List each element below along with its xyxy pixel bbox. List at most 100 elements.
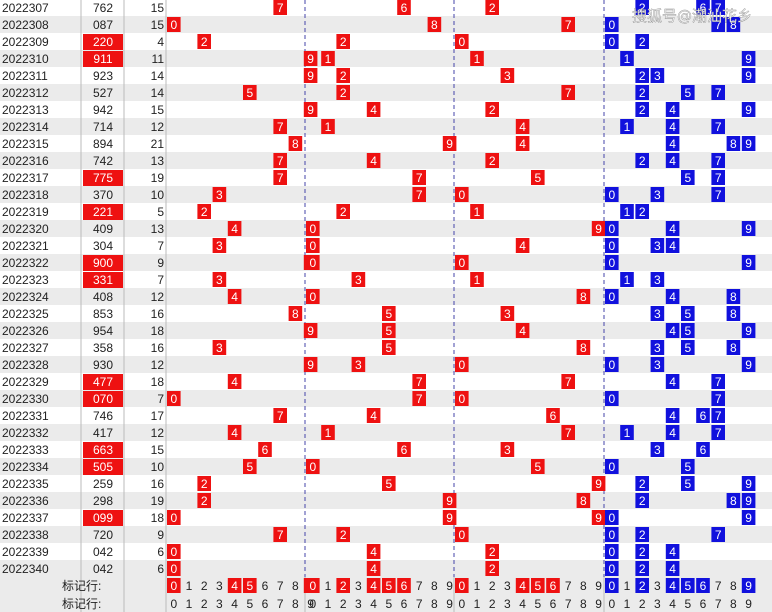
period-cell: 2022336 <box>2 494 49 508</box>
sum-cell: 7 <box>157 392 164 406</box>
digit-marker <box>273 408 287 423</box>
digit-marker-label: 2 <box>201 205 208 219</box>
digit-marker <box>382 340 396 355</box>
digit-marker-label: 7 <box>416 375 423 389</box>
footer-marker-digit: 5 <box>684 579 691 593</box>
digit-marker <box>726 17 741 32</box>
digit-marker <box>321 119 335 134</box>
digit-marker <box>243 85 257 100</box>
digit-marker <box>366 153 381 168</box>
footer-index-digit: 5 <box>246 597 253 611</box>
digit-marker-label: 2 <box>340 35 347 49</box>
digit-marker <box>605 391 619 406</box>
digit-marker-label: 3 <box>504 69 511 83</box>
row-background <box>0 152 772 169</box>
number-cell: 099 <box>93 511 113 525</box>
footer-index-digit: 3 <box>654 597 661 611</box>
sum-cell: 10 <box>151 188 165 202</box>
digit-marker-label: 0 <box>170 545 177 559</box>
footer-index-digit: 4 <box>669 597 676 611</box>
digit-marker <box>412 187 426 202</box>
footer-index-digit: 0 <box>608 597 615 611</box>
digit-marker <box>412 391 426 406</box>
digit-marker <box>561 17 575 32</box>
sum-cell: 16 <box>151 341 165 355</box>
footer-marker-digit: 8 <box>730 579 737 593</box>
digit-marker <box>273 119 287 134</box>
digit-marker <box>531 170 545 185</box>
digit-marker-label: 7 <box>416 392 423 406</box>
digit-marker-label: 8 <box>292 307 299 321</box>
footer-index-digit: 7 <box>277 597 284 611</box>
number-cell: 762 <box>93 1 113 15</box>
digit-marker <box>288 306 303 321</box>
digit-marker-label: 2 <box>639 205 646 219</box>
digit-marker-label: 9 <box>745 494 752 508</box>
digit-marker-label: 2 <box>639 86 646 100</box>
digit-marker-label: 2 <box>639 69 646 83</box>
digit-marker <box>288 136 303 151</box>
sum-cell: 7 <box>157 273 164 287</box>
digit-marker-label: 4 <box>669 375 676 389</box>
digit-marker-label: 0 <box>608 460 615 474</box>
digit-marker-label: 9 <box>307 324 314 338</box>
footer-index-digit: 6 <box>262 597 269 611</box>
digit-marker-label: 6 <box>401 1 408 15</box>
digit-marker <box>681 85 695 100</box>
digit-marker-label: 7 <box>416 188 423 202</box>
number-cell: 911 <box>93 52 112 66</box>
digit-marker-label: 0 <box>458 358 465 372</box>
digit-marker <box>741 51 756 66</box>
footer-marker-digit: 2 <box>340 579 347 593</box>
footer-marker-digit: 0 <box>170 579 177 593</box>
digit-marker-label: 8 <box>730 307 737 321</box>
digit-marker-label: 5 <box>385 477 392 491</box>
digit-marker-label: 0 <box>309 256 316 270</box>
digit-marker-label: 9 <box>745 52 752 66</box>
digit-marker <box>605 527 619 542</box>
digit-marker-label: 2 <box>340 528 347 542</box>
footer-index-digit: 3 <box>216 597 223 611</box>
digit-marker-label: 1 <box>474 205 481 219</box>
footer-index-digit: 0 <box>458 597 465 611</box>
digit-marker-label: 2 <box>639 494 646 508</box>
digit-marker-label: 8 <box>730 18 737 32</box>
digit-marker <box>336 204 350 219</box>
footer-index-digit: 7 <box>565 597 572 611</box>
digit-marker <box>741 68 756 83</box>
digit-marker <box>227 374 242 389</box>
footer-marker-digit: 8 <box>580 579 587 593</box>
row-background <box>0 526 772 543</box>
digit-marker <box>741 510 756 525</box>
sum-cell: 6 <box>157 545 164 559</box>
number-cell: 775 <box>93 171 113 185</box>
digit-marker <box>650 306 665 321</box>
digit-marker-label: 9 <box>307 103 314 117</box>
period-cell: 2022339 <box>2 545 49 559</box>
digit-marker <box>212 187 227 202</box>
digit-marker-label: 7 <box>277 120 284 134</box>
digit-marker-label: 5 <box>684 324 691 338</box>
footer-marker-digit: 0 <box>608 579 615 593</box>
digit-marker-label: 3 <box>355 273 362 287</box>
digit-marker <box>273 153 287 168</box>
digit-marker-label: 1 <box>624 273 631 287</box>
number-cell: 259 <box>93 477 113 491</box>
digit-marker <box>741 221 756 236</box>
period-cell: 2022310 <box>2 52 49 66</box>
digit-marker-label: 9 <box>745 256 752 270</box>
digit-marker <box>711 85 725 100</box>
digit-marker <box>620 51 634 66</box>
digit-marker-label: 8 <box>730 494 737 508</box>
row-background <box>0 492 772 509</box>
digit-marker <box>336 85 350 100</box>
footer-marker-digit: 5 <box>246 579 253 593</box>
number-cell: 042 <box>93 545 113 559</box>
digit-marker <box>711 374 725 389</box>
digit-marker <box>635 153 649 168</box>
digit-marker-label: 3 <box>216 341 223 355</box>
sum-cell: 4 <box>157 35 164 49</box>
footer-marker-digit: 1 <box>186 579 193 593</box>
row-background <box>0 118 772 135</box>
